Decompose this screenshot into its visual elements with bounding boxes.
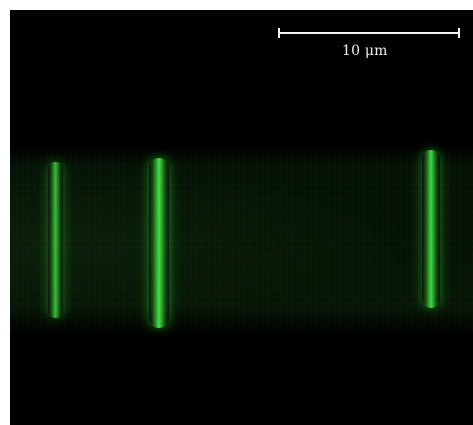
scale-bar-label: 10 μm [342,43,388,59]
scale-bar [278,28,460,38]
fluorescent-stripe-left [48,162,63,318]
fluorescence-micrograph: 10 μm [10,10,473,425]
fluorescent-stripe-right [422,150,440,308]
fluorescent-stripe-center-left [149,158,169,328]
fluorescent-band [10,146,473,336]
band-noise-texture [10,150,473,332]
